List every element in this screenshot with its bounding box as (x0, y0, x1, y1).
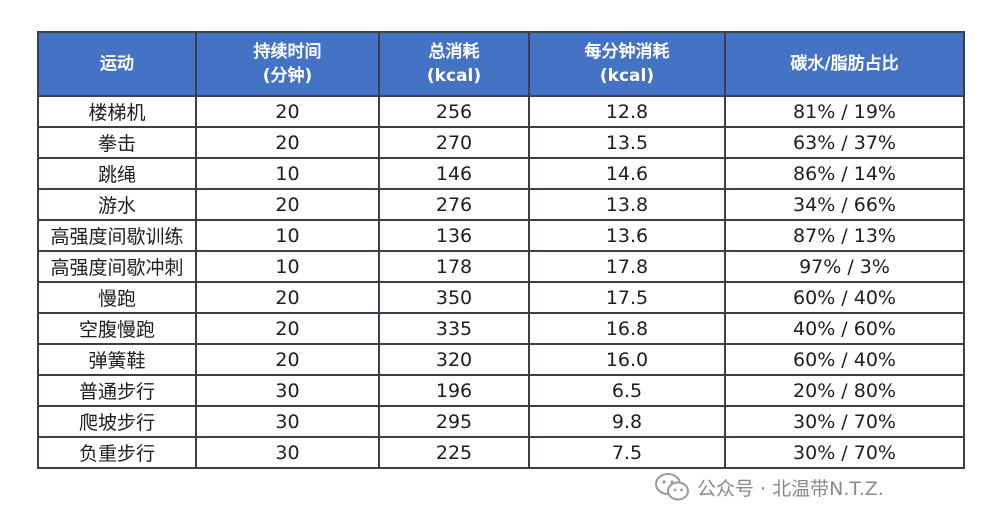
wechat-icon (655, 473, 689, 501)
exercise-cell: 空腹慢跑 (37, 312, 197, 345)
header-carb-fat-ratio: 碳水/脂肪占比 (724, 31, 965, 97)
table-row: 楼梯机 20 256 12.8 81% / 19% (37, 95, 965, 128)
total-kcal-cell: 256 (378, 95, 530, 128)
header-duration: 持续时间 (分钟) (195, 31, 380, 97)
header-carb-fat-ratio-label: 碳水/脂肪占比 (790, 54, 899, 74)
header-duration-unit: (分钟) (262, 66, 313, 86)
total-kcal-cell: 225 (378, 436, 530, 469)
duration-cell: 10 (195, 157, 380, 190)
table-row: 负重步行 30 225 7.5 30% / 70% (37, 436, 965, 469)
total-kcal-cell: 270 (378, 126, 530, 159)
header-exercise: 运动 (37, 31, 197, 97)
header-exercise-label: 运动 (100, 54, 134, 74)
exercise-cell: 游水 (37, 188, 197, 221)
table-header-row: 运动 持续时间 (分钟) 总消耗 (kcal) 每分钟消耗 (kcal) 碳水/… (37, 31, 965, 97)
carb-fat-ratio-cell: 63% / 37% (724, 126, 965, 159)
kcal-per-minute-cell: 13.5 (528, 126, 726, 159)
kcal-per-minute-cell: 17.8 (528, 250, 726, 283)
exercise-cell: 负重步行 (37, 436, 197, 469)
carb-fat-ratio-cell: 40% / 60% (724, 312, 965, 345)
header-duration-label: 持续时间 (253, 42, 322, 62)
total-kcal-cell: 350 (378, 281, 530, 314)
kcal-per-minute-cell: 16.8 (528, 312, 726, 345)
exercise-cell: 高强度间歇冲刺 (37, 250, 197, 283)
duration-cell: 30 (195, 374, 380, 407)
duration-cell: 30 (195, 436, 380, 469)
total-kcal-cell: 276 (378, 188, 530, 221)
total-kcal-cell: 178 (378, 250, 530, 283)
total-kcal-cell: 320 (378, 343, 530, 376)
exercise-cell: 楼梯机 (37, 95, 197, 128)
duration-cell: 20 (195, 126, 380, 159)
duration-cell: 20 (195, 95, 380, 128)
table-row: 弹簧鞋 20 320 16.0 60% / 40% (37, 343, 965, 376)
kcal-per-minute-cell: 7.5 (528, 436, 726, 469)
total-kcal-cell: 196 (378, 374, 530, 407)
kcal-per-minute-cell: 16.0 (528, 343, 726, 376)
table-row: 游水 20 276 13.8 34% / 66% (37, 188, 965, 221)
kcal-per-minute-cell: 12.8 (528, 95, 726, 128)
exercise-cell: 弹簧鞋 (37, 343, 197, 376)
carb-fat-ratio-cell: 60% / 40% (724, 343, 965, 376)
exercise-cell: 拳击 (37, 126, 197, 159)
total-kcal-cell: 146 (378, 157, 530, 190)
kcal-per-minute-cell: 13.6 (528, 219, 726, 252)
exercise-cell: 高强度间歇训练 (37, 219, 197, 252)
carb-fat-ratio-cell: 30% / 70% (724, 436, 965, 469)
carb-fat-ratio-cell: 60% / 40% (724, 281, 965, 314)
header-total-kcal-unit: (kcal) (426, 66, 482, 86)
carb-fat-ratio-cell: 97% / 3% (724, 250, 965, 283)
duration-cell: 20 (195, 281, 380, 314)
kcal-per-minute-cell: 9.8 (528, 405, 726, 438)
watermark: 公众号 · 北温带N.T.Z. (655, 472, 884, 502)
kcal-per-minute-cell: 17.5 (528, 281, 726, 314)
kcal-per-minute-cell: 6.5 (528, 374, 726, 407)
kcal-per-minute-cell: 13.8 (528, 188, 726, 221)
duration-cell: 10 (195, 250, 380, 283)
table-row: 跳绳 10 146 14.6 86% / 14% (37, 157, 965, 190)
exercise-cell: 爬坡步行 (37, 405, 197, 438)
exercise-cell: 慢跑 (37, 281, 197, 314)
header-kcal-per-minute-label: 每分钟消耗 (584, 42, 670, 62)
table-row: 拳击 20 270 13.5 63% / 37% (37, 126, 965, 159)
carb-fat-ratio-cell: 30% / 70% (724, 405, 965, 438)
watermark-text: 公众号 · 北温带N.T.Z. (697, 477, 884, 500)
table-body: 楼梯机 20 256 12.8 81% / 19% 拳击 20 270 13.5 63% / 37… (37, 95, 965, 469)
exercise-calorie-table-container: 运动 持续时间 (分钟) 总消耗 (kcal) 每分钟消耗 (kcal) 碳水/… (37, 31, 965, 469)
duration-cell: 20 (195, 343, 380, 376)
exercise-cell: 跳绳 (37, 157, 197, 190)
duration-cell: 10 (195, 219, 380, 252)
header-kcal-per-minute-unit: (kcal) (599, 66, 655, 86)
carb-fat-ratio-cell: 81% / 19% (724, 95, 965, 128)
table-row: 普通步行 30 196 6.5 20% / 80% (37, 374, 965, 407)
exercise-cell: 普通步行 (37, 374, 197, 407)
carb-fat-ratio-cell: 20% / 80% (724, 374, 965, 407)
table-row: 爬坡步行 30 295 9.8 30% / 70% (37, 405, 965, 438)
table-row: 空腹慢跑 20 335 16.8 40% / 60% (37, 312, 965, 345)
duration-cell: 20 (195, 312, 380, 345)
duration-cell: 30 (195, 405, 380, 438)
kcal-per-minute-cell: 14.6 (528, 157, 726, 190)
total-kcal-cell: 295 (378, 405, 530, 438)
carb-fat-ratio-cell: 34% / 66% (724, 188, 965, 221)
header-total-kcal: 总消耗 (kcal) (378, 31, 530, 97)
duration-cell: 20 (195, 188, 380, 221)
carb-fat-ratio-cell: 87% / 13% (724, 219, 965, 252)
header-total-kcal-label: 总消耗 (428, 42, 480, 62)
carb-fat-ratio-cell: 86% / 14% (724, 157, 965, 190)
total-kcal-cell: 136 (378, 219, 530, 252)
table-row: 高强度间歇冲刺 10 178 17.8 97% / 3% (37, 250, 965, 283)
table-row: 慢跑 20 350 17.5 60% / 40% (37, 281, 965, 314)
table-row: 高强度间歇训练 10 136 13.6 87% / 13% (37, 219, 965, 252)
exercise-calorie-table: 运动 持续时间 (分钟) 总消耗 (kcal) 每分钟消耗 (kcal) 碳水/… (37, 31, 965, 469)
total-kcal-cell: 335 (378, 312, 530, 345)
header-kcal-per-minute: 每分钟消耗 (kcal) (528, 31, 726, 97)
